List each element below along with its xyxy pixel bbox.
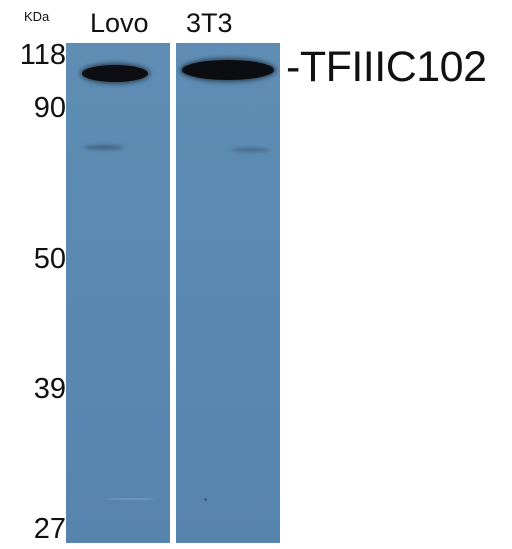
- marker-50: 50: [33, 243, 66, 275]
- units-label: KDa: [24, 9, 50, 24]
- band-3t3-102kda: [182, 60, 274, 80]
- faint-band-lovo: [84, 145, 124, 150]
- marker-27: 27: [33, 513, 66, 545]
- target-protein-label: -TFIIIC102: [286, 43, 487, 91]
- membrane-streak: [106, 498, 156, 500]
- marker-118: 118: [19, 39, 66, 71]
- blot-lane-lovo: [66, 43, 170, 543]
- faint-band-3t3: [231, 148, 271, 152]
- lane-label-3t3: 3T3: [186, 8, 233, 38]
- lane-label-lovo: Lovo: [90, 8, 149, 38]
- marker-90: 90: [33, 92, 66, 124]
- blot-lane-3t3: [176, 43, 280, 543]
- band-lovo-102kda: [82, 65, 148, 82]
- marker-39: 39: [33, 373, 66, 405]
- membrane-speck: [204, 498, 207, 501]
